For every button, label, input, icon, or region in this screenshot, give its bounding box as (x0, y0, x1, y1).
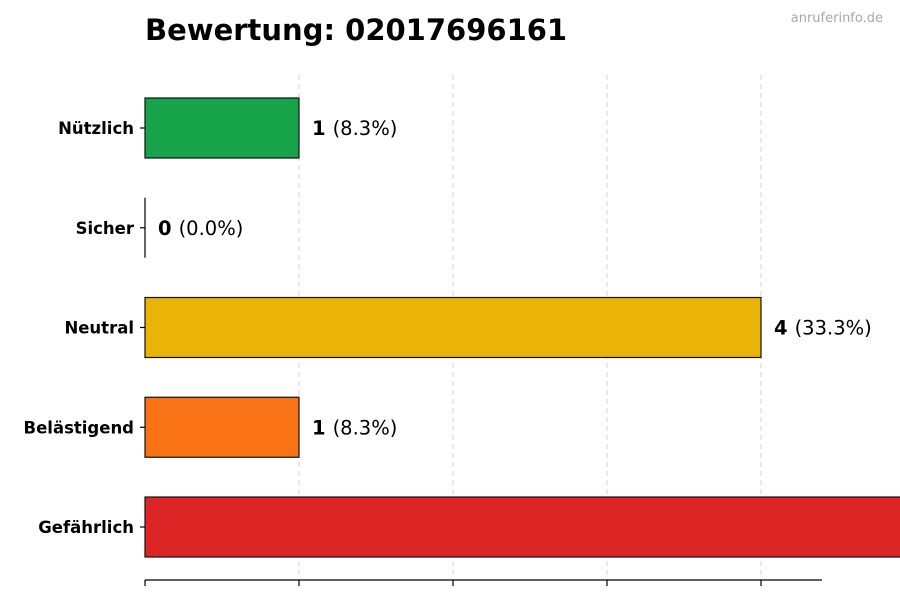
value-label-3: 1 (8.3%) (312, 416, 397, 439)
value-percent-0: (8.3%) (333, 117, 398, 140)
value-count-3: 1 (312, 416, 326, 439)
value-percent-2: (33.3%) (795, 317, 872, 340)
bar-0 (144, 97, 300, 159)
category-label-4: Gefährlich (38, 518, 134, 537)
bar-4 (144, 496, 900, 558)
value-label-0: 1 (8.3%) (312, 117, 397, 140)
bar-2 (144, 296, 762, 359)
value-count-2: 4 (774, 317, 788, 340)
value-count-1: 0 (158, 217, 172, 240)
watermark: anruferinfo.de (791, 11, 883, 26)
category-label-3: Belästigend (24, 418, 134, 437)
chart-title: Bewertung: 02017696161 (145, 13, 567, 47)
value-percent-1: (0.0%) (179, 217, 244, 240)
bar-3 (144, 396, 300, 458)
category-label-2: Neutral (64, 319, 134, 338)
value-label-2: 4 (33.3%) (774, 317, 872, 340)
category-label-0: Nützlich (58, 119, 134, 138)
axes (140, 127, 822, 586)
value-label-1: 0 (0.0%) (158, 217, 243, 240)
labels: Nützlich 1 (8.3%) Sicher 0 (0.0%) Neutral 4 (33.… (24, 117, 872, 537)
value-count-0: 1 (312, 117, 326, 140)
category-label-1: Sicher (76, 219, 135, 238)
value-percent-3: (8.3%) (333, 416, 398, 439)
